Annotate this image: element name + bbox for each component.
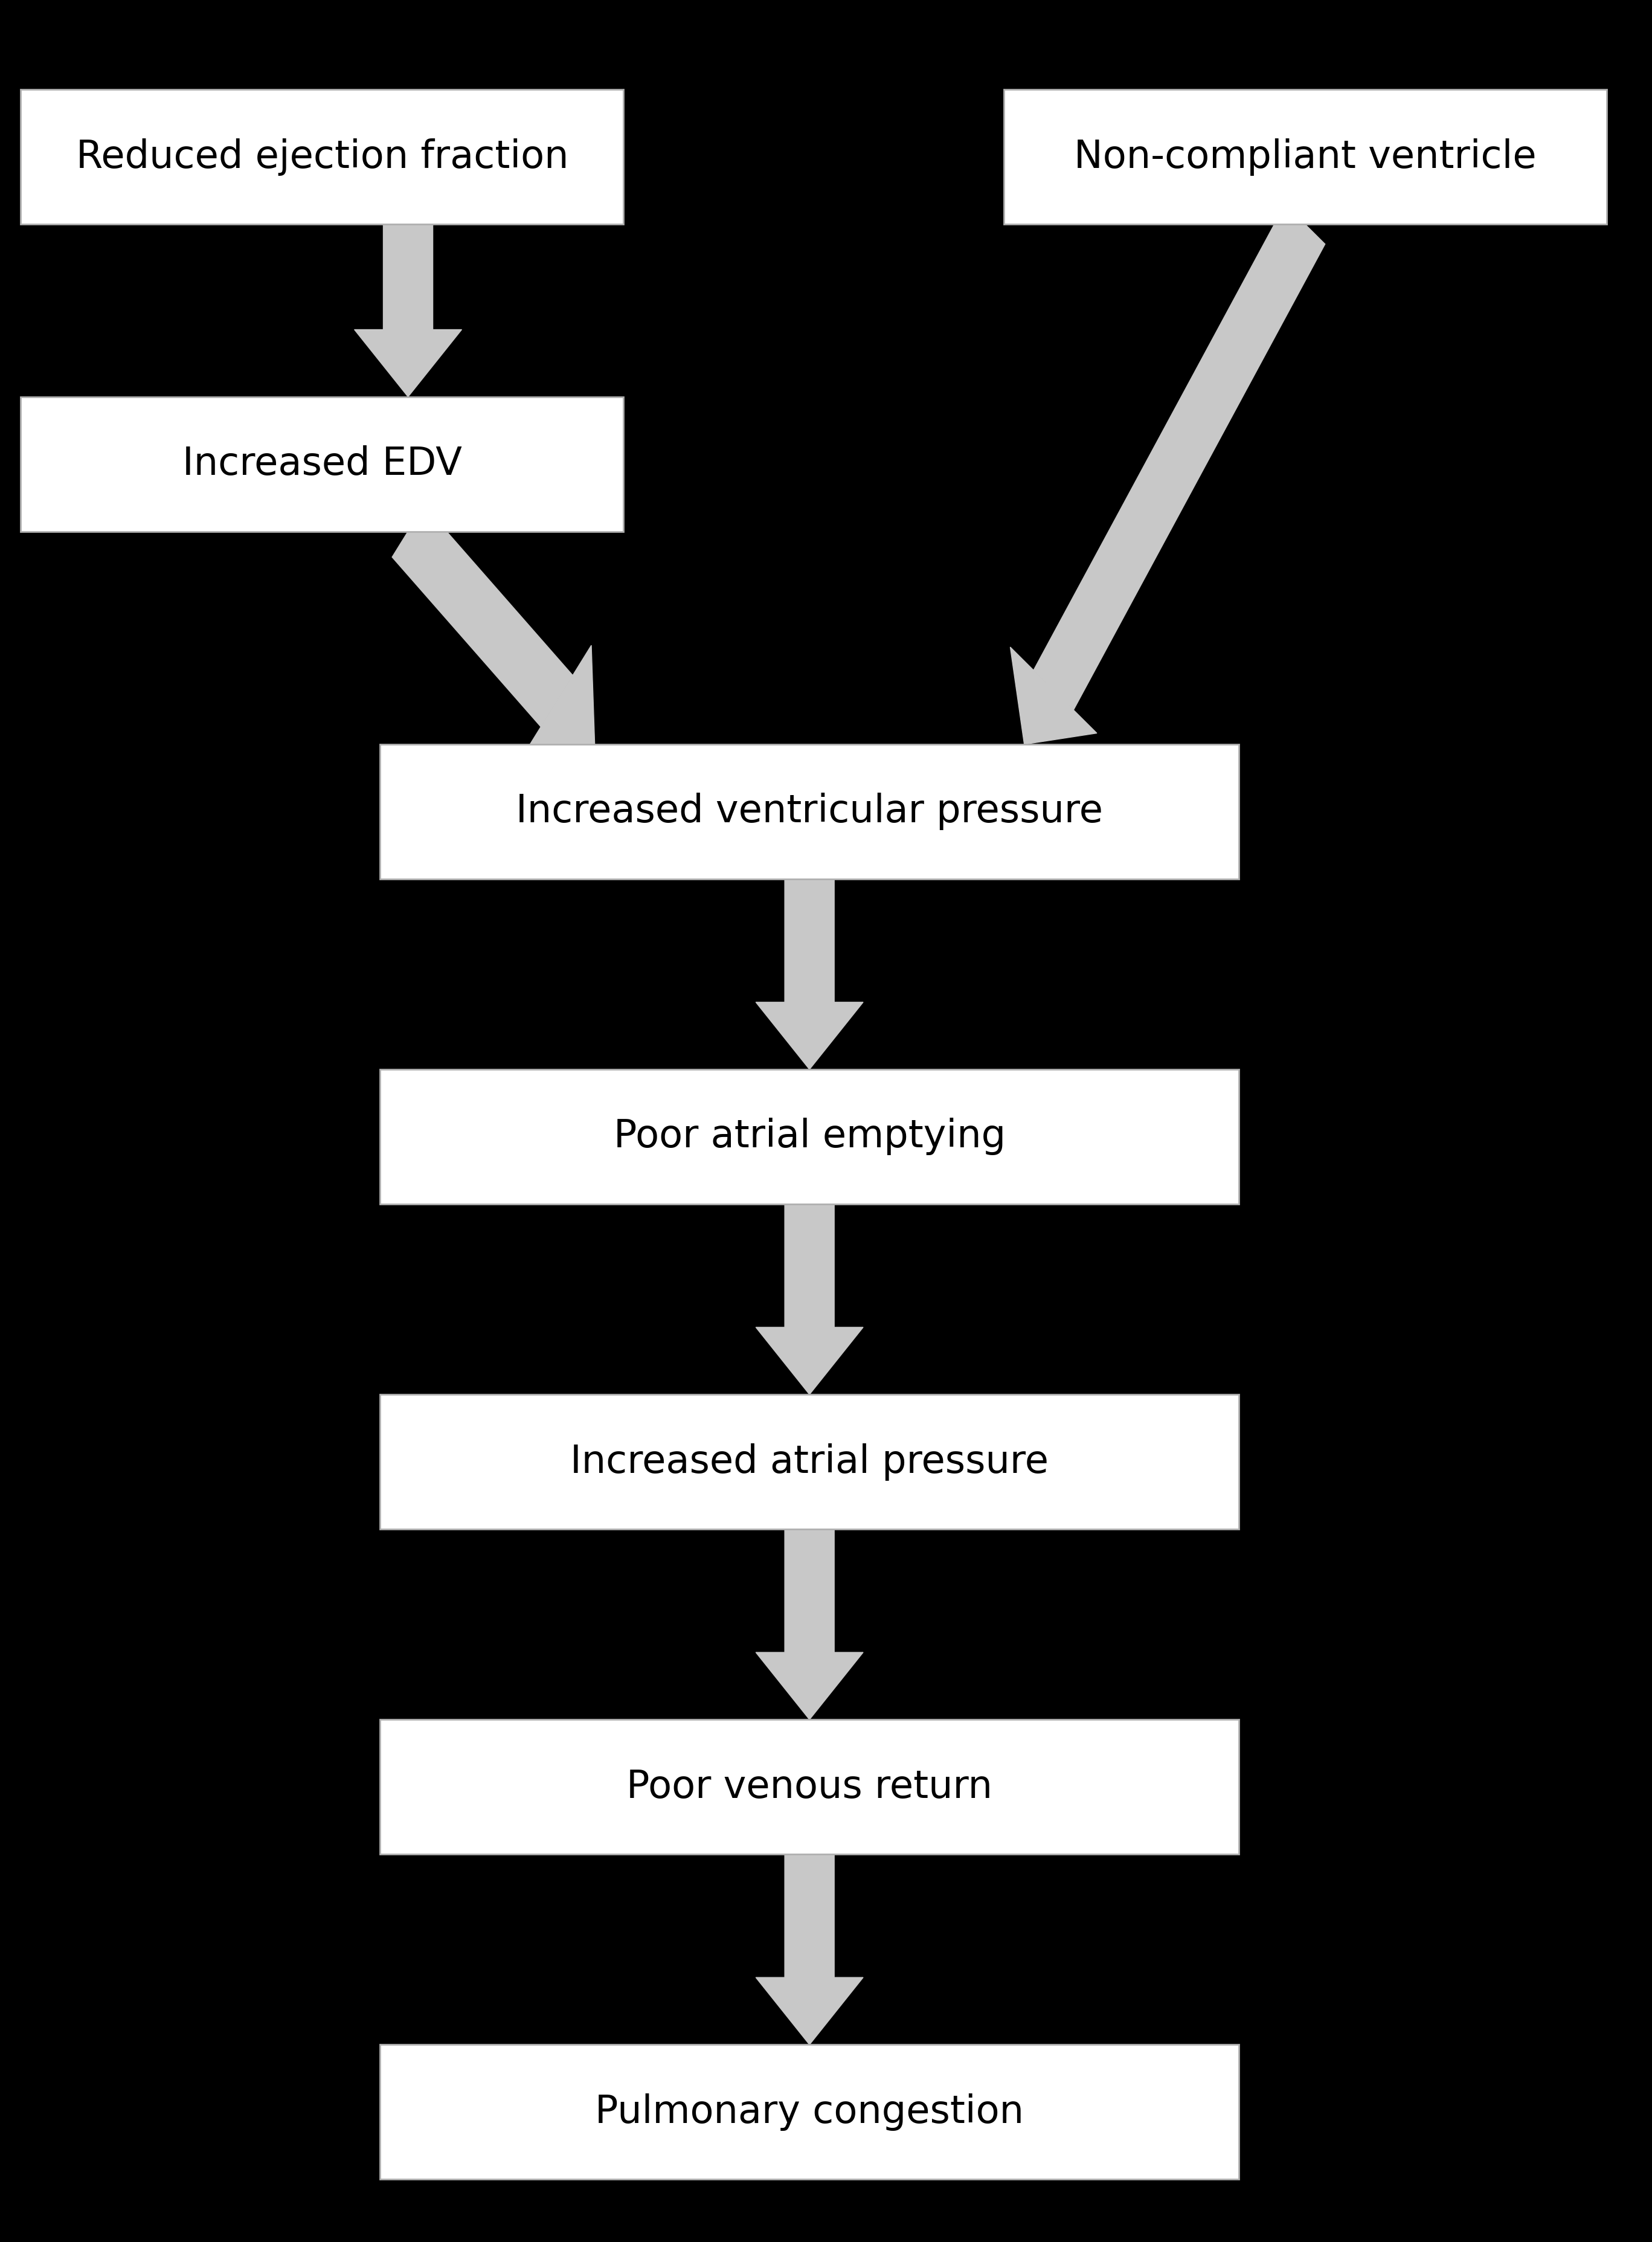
FancyBboxPatch shape [380, 1720, 1239, 1854]
Text: Poor venous return: Poor venous return [626, 1769, 993, 1805]
Text: Increased ventricular pressure: Increased ventricular pressure [515, 794, 1104, 830]
Text: Reduced ejection fraction: Reduced ejection fraction [76, 139, 568, 175]
Text: Pulmonary congestion: Pulmonary congestion [595, 2094, 1024, 2130]
Text: Increased atrial pressure: Increased atrial pressure [570, 1444, 1049, 1480]
Polygon shape [757, 1854, 862, 2045]
FancyBboxPatch shape [21, 397, 624, 531]
Polygon shape [1011, 648, 1097, 744]
Text: Poor atrial emptying: Poor atrial emptying [613, 1119, 1006, 1155]
FancyBboxPatch shape [21, 90, 624, 224]
FancyBboxPatch shape [380, 1069, 1239, 1204]
FancyBboxPatch shape [380, 2045, 1239, 2179]
Polygon shape [392, 507, 573, 726]
FancyBboxPatch shape [380, 744, 1239, 879]
Polygon shape [1034, 204, 1325, 711]
Polygon shape [355, 224, 461, 397]
Text: Non-compliant ventricle: Non-compliant ventricle [1074, 139, 1536, 175]
Polygon shape [757, 879, 862, 1069]
Polygon shape [522, 646, 595, 758]
Polygon shape [757, 1529, 862, 1720]
FancyBboxPatch shape [380, 1395, 1239, 1529]
Text: Increased EDV: Increased EDV [182, 446, 463, 482]
Polygon shape [757, 1204, 862, 1395]
FancyBboxPatch shape [1004, 90, 1606, 224]
